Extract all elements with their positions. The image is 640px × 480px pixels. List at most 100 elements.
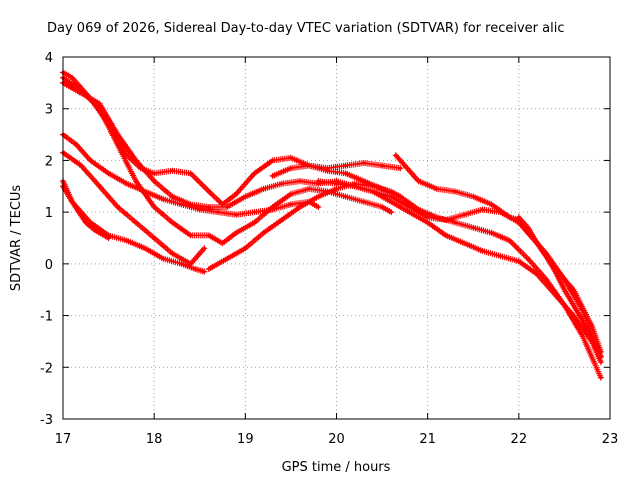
series-trace-3 (60, 149, 208, 267)
data-point (202, 270, 206, 274)
data-marks (60, 69, 604, 381)
data-point (398, 166, 402, 170)
data-point (106, 236, 111, 240)
data-point (517, 259, 521, 263)
data-point (371, 189, 375, 194)
data-point (462, 241, 466, 245)
y-tick-label: -3 (40, 413, 53, 428)
data-point (480, 249, 484, 253)
data-point (307, 164, 311, 168)
data-point (499, 254, 503, 258)
data-point (243, 195, 247, 199)
data-point (70, 200, 74, 204)
data-point (79, 164, 83, 168)
data-point (225, 205, 229, 209)
data-point (97, 101, 102, 106)
data-point (334, 187, 339, 191)
data-point (389, 200, 393, 204)
data-point (407, 205, 412, 209)
data-point (403, 164, 407, 168)
data-point (517, 215, 521, 219)
data-point (179, 202, 184, 206)
data-point (307, 187, 311, 191)
data-point (480, 207, 484, 212)
data-point (70, 76, 74, 80)
data-point (581, 334, 585, 338)
data-point (426, 220, 430, 225)
data-point (599, 355, 603, 359)
data-point (75, 143, 79, 147)
data-point (344, 171, 348, 175)
data-point (571, 303, 576, 307)
series-trace-7 (60, 74, 395, 247)
data-point (152, 236, 156, 240)
data-point (207, 189, 211, 194)
data-point (471, 195, 475, 199)
data-point (252, 210, 257, 214)
data-point (97, 107, 102, 111)
data-point (271, 158, 275, 163)
data-point (553, 270, 557, 274)
y-axis-label: SDTVAR / TECUs (9, 185, 24, 292)
chart-title: Day 069 of 2026, Sidereal Day-to-day VTE… (47, 21, 564, 36)
x-tick-label: 22 (511, 432, 528, 447)
data-point (116, 205, 120, 209)
data-point (389, 195, 393, 199)
data-point (462, 213, 466, 217)
x-tick-label: 18 (146, 432, 163, 447)
data-point (234, 231, 238, 235)
data-point (234, 192, 238, 196)
data-point (252, 220, 257, 225)
x-tick-label: 20 (328, 432, 345, 447)
data-point (489, 202, 494, 206)
data-point (116, 143, 120, 147)
data-point (216, 210, 220, 214)
data-point (590, 337, 594, 341)
data-point (334, 182, 339, 186)
data-point (416, 179, 421, 183)
y-tick-label: 4 (45, 51, 53, 66)
data-point (389, 210, 393, 214)
data-point (344, 195, 348, 199)
y-tick-label: 3 (45, 103, 53, 118)
data-point (170, 195, 174, 199)
data-point (444, 233, 448, 238)
data-point (353, 184, 357, 188)
data-point (134, 220, 138, 225)
y-tick-label: 1 (45, 206, 53, 221)
data-point (453, 220, 457, 225)
data-point (280, 182, 284, 186)
data-point (189, 171, 193, 175)
data-point (581, 319, 585, 323)
data-point (271, 205, 275, 209)
data-point (371, 184, 375, 188)
data-point (571, 313, 576, 318)
data-point (143, 246, 147, 250)
x-tick-label: 23 (602, 432, 619, 447)
data-point (289, 166, 293, 170)
data-point (170, 220, 174, 225)
data-point (170, 251, 174, 256)
data-point (526, 257, 530, 261)
data-point (380, 205, 384, 209)
x-tick-label: 19 (237, 432, 254, 447)
data-point (380, 164, 384, 168)
x-tick-label: 17 (55, 432, 72, 447)
data-point (261, 231, 266, 235)
data-point (325, 166, 329, 170)
data-point (152, 205, 156, 209)
data-point (444, 218, 448, 222)
data-point (88, 158, 92, 163)
series-trace-9 (269, 160, 404, 179)
data-point (84, 220, 88, 225)
data-point (344, 164, 348, 168)
data-point (426, 215, 430, 219)
data-point (435, 187, 439, 191)
data-point (508, 215, 512, 219)
data-point (316, 179, 320, 183)
data-point (535, 241, 539, 245)
data-point (152, 171, 156, 175)
data-point (362, 200, 366, 204)
data-point (161, 197, 165, 201)
